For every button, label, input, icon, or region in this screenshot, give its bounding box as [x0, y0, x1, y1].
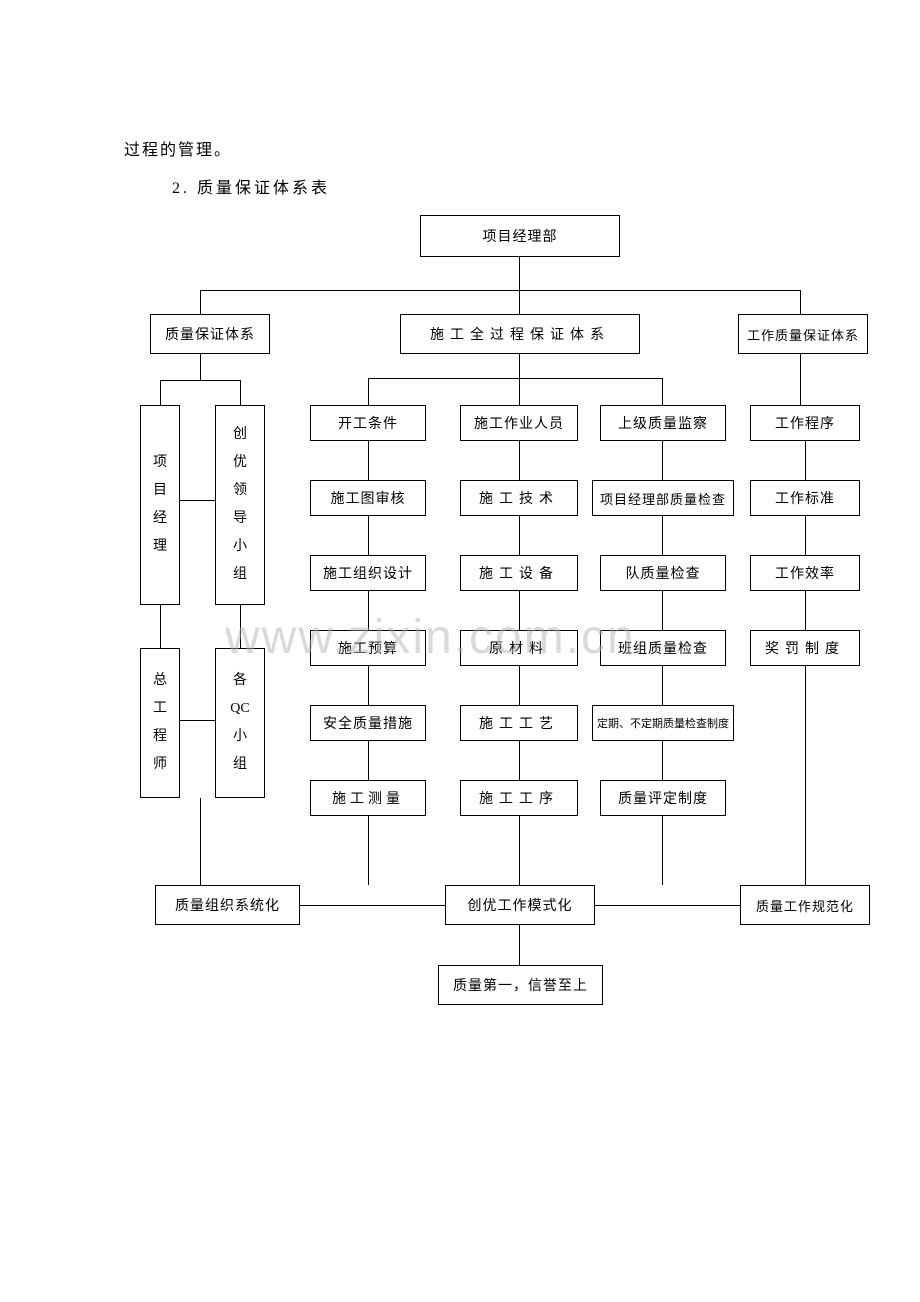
line — [519, 516, 520, 555]
line — [368, 378, 663, 379]
vbox-char: 师 — [153, 751, 167, 779]
box-col3-5: 质量评定制度 — [600, 780, 726, 816]
box-col2-2: 施工设备 — [460, 555, 578, 591]
line — [240, 605, 241, 648]
line — [519, 257, 520, 290]
vbox-group1: 创 优 领 导 小 组 — [215, 405, 265, 605]
line — [368, 816, 369, 885]
vbox-char: 导 — [233, 505, 247, 533]
box-col1-4: 安全质量措施 — [310, 705, 426, 741]
vbox-char: 总 — [153, 667, 167, 695]
vbox-char: 领 — [233, 477, 247, 505]
line — [519, 741, 520, 780]
line — [160, 605, 161, 648]
vbox-char: 组 — [233, 561, 247, 589]
box-col4-3: 奖罚制度 — [750, 630, 860, 666]
intro-text: 过程的管理。 — [124, 136, 232, 160]
line — [805, 516, 806, 555]
line — [595, 905, 740, 906]
box-col3-0: 上级质量监察 — [600, 405, 726, 441]
line — [519, 816, 520, 885]
vbox-qc: 各 QC 小 组 — [215, 648, 265, 798]
box-col1-5: 施工测量 — [310, 780, 426, 816]
box-top: 项目经理部 — [420, 215, 620, 257]
line — [240, 380, 241, 405]
box-col2-0: 施工作业人员 — [460, 405, 578, 441]
line — [368, 516, 369, 555]
box-col3-1: 项目经理部质量检查 — [592, 480, 734, 516]
box-row2-right: 工作质量保证体系 — [738, 314, 868, 354]
box-bottom-center: 创优工作模式化 — [445, 885, 595, 925]
line — [368, 378, 369, 405]
vbox-char: 各 — [233, 667, 247, 695]
box-col2-3: 原材料 — [460, 630, 578, 666]
line — [662, 741, 663, 780]
line — [805, 441, 806, 480]
line — [519, 666, 520, 705]
box-col2-5: 施工工序 — [460, 780, 578, 816]
line — [200, 290, 201, 314]
line — [662, 378, 663, 405]
line — [519, 354, 520, 378]
vbox-char: 小 — [233, 723, 247, 751]
vbox-engineer: 总 工 程 师 — [140, 648, 180, 798]
box-col3-3: 班组质量检查 — [600, 630, 726, 666]
box-col4-0: 工作程序 — [750, 405, 860, 441]
line — [800, 354, 801, 405]
line — [180, 720, 215, 721]
heading: 2. 质量保证体系表 — [172, 174, 330, 198]
vbox-char: 经 — [153, 505, 167, 533]
line — [519, 441, 520, 480]
line — [180, 500, 215, 501]
line — [368, 441, 369, 480]
vbox-char: 组 — [233, 751, 247, 779]
vbox-char: 创 — [233, 421, 247, 449]
vbox-char: 优 — [233, 449, 247, 477]
line — [519, 591, 520, 630]
box-col2-4: 施工工艺 — [460, 705, 578, 741]
line — [300, 905, 445, 906]
line — [662, 591, 663, 630]
vbox-pm: 项 目 经 理 — [140, 405, 180, 605]
line — [800, 290, 801, 314]
line — [519, 290, 520, 314]
line — [200, 354, 201, 380]
line — [662, 666, 663, 705]
box-final: 质量第一，信誉至上 — [438, 965, 603, 1005]
box-row2-center: 施工全过程保证体系 — [400, 314, 640, 354]
box-bottom-left: 质量组织系统化 — [155, 885, 300, 925]
box-bottom-right: 质量工作规范化 — [740, 885, 870, 925]
box-col3-2: 队质量检查 — [600, 555, 726, 591]
line — [662, 516, 663, 555]
line — [368, 741, 369, 780]
line — [368, 666, 369, 705]
line — [805, 666, 806, 885]
line — [200, 290, 800, 291]
box-col1-1: 施工图审核 — [310, 480, 426, 516]
line — [160, 380, 240, 381]
line — [519, 378, 520, 405]
line — [662, 441, 663, 480]
box-col4-2: 工作效率 — [750, 555, 860, 591]
line — [805, 591, 806, 630]
vbox-char: 目 — [153, 477, 167, 505]
line — [160, 380, 161, 405]
line — [662, 816, 663, 885]
box-col2-1: 施工技术 — [460, 480, 578, 516]
vbox-char: QC — [230, 695, 249, 723]
line — [519, 925, 520, 965]
vbox-char: 理 — [153, 533, 167, 561]
vbox-char: 工 — [153, 695, 167, 723]
vbox-char: 项 — [153, 449, 167, 477]
box-col4-1: 工作标准 — [750, 480, 860, 516]
box-row2-left: 质量保证体系 — [150, 314, 270, 354]
box-col1-0: 开工条件 — [310, 405, 426, 441]
line — [200, 798, 201, 885]
vbox-char: 小 — [233, 533, 247, 561]
box-col3-4: 定期、不定期质量检查制度 — [592, 705, 734, 741]
vbox-char: 程 — [153, 723, 167, 751]
box-col1-2: 施工组织设计 — [310, 555, 426, 591]
box-col1-3: 施工预算 — [310, 630, 426, 666]
line — [368, 591, 369, 630]
